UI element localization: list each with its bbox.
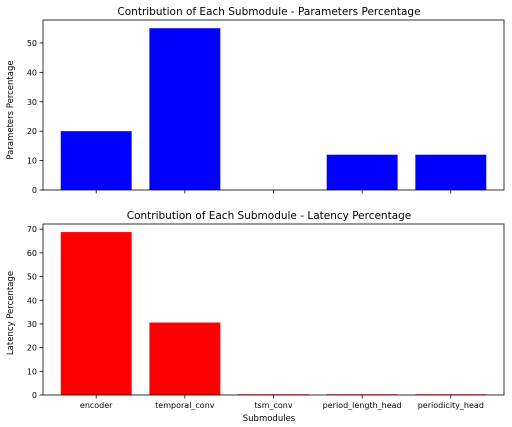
bars xyxy=(60,28,487,191)
y-tick-label: 20 xyxy=(27,127,37,136)
y-tick-label: 0 xyxy=(32,391,37,400)
bar-temporal_conv xyxy=(149,322,221,395)
y-tick-label: 40 xyxy=(27,296,37,305)
bar-period_length_head xyxy=(326,154,398,190)
y-tick-label: 10 xyxy=(27,157,37,166)
y-tick-label: 50 xyxy=(27,39,37,48)
y-tick-label: 0 xyxy=(32,186,37,195)
y-tick-label: 10 xyxy=(27,367,37,376)
bars xyxy=(60,232,487,395)
y-tick-label: 40 xyxy=(27,68,37,77)
x-tick-label: tsm_conv xyxy=(254,401,292,410)
y-tick-label: 70 xyxy=(27,225,37,234)
x-tick-label: periodicity_head xyxy=(418,401,484,410)
y-tick-label: 30 xyxy=(27,98,37,107)
y-tick-label: 50 xyxy=(27,273,37,282)
x-ticks xyxy=(95,190,452,194)
plot-frame xyxy=(42,19,505,191)
bar-temporal_conv xyxy=(149,28,221,191)
bar-encoder xyxy=(60,131,132,190)
y-tick-label: 30 xyxy=(27,320,37,329)
x-tick-label: temporal_conv xyxy=(155,401,215,410)
bar-periodicity_head xyxy=(415,154,487,190)
y-ticks: 0 10 20 30 40 50 xyxy=(27,39,43,195)
latency-chart: Contribution of Each Submodule - Latency… xyxy=(6,210,505,424)
plot-frame xyxy=(42,223,505,396)
y-tick-label: 20 xyxy=(27,344,37,353)
x-tick-label: period_length_head xyxy=(323,401,402,410)
x-axis-label: Submodules xyxy=(243,414,296,424)
y-ticks: 0 10 20 30 40 50 60 70 xyxy=(27,225,43,400)
chart-title: Contribution of Each Submodule - Paramet… xyxy=(117,6,420,18)
y-axis-label: Latency Percentage xyxy=(6,271,16,355)
parameters-chart: Contribution of Each Submodule - Paramet… xyxy=(6,6,505,195)
y-axis-label: Parameters Percentage xyxy=(6,60,16,159)
x-ticks: encoder temporal_conv tsm_conv period_lengt… xyxy=(80,395,484,410)
chart-title: Contribution of Each Submodule - Latency… xyxy=(127,210,412,222)
y-tick-label: 60 xyxy=(27,249,37,258)
bar-encoder xyxy=(60,232,132,395)
x-tick-label: encoder xyxy=(80,401,113,410)
